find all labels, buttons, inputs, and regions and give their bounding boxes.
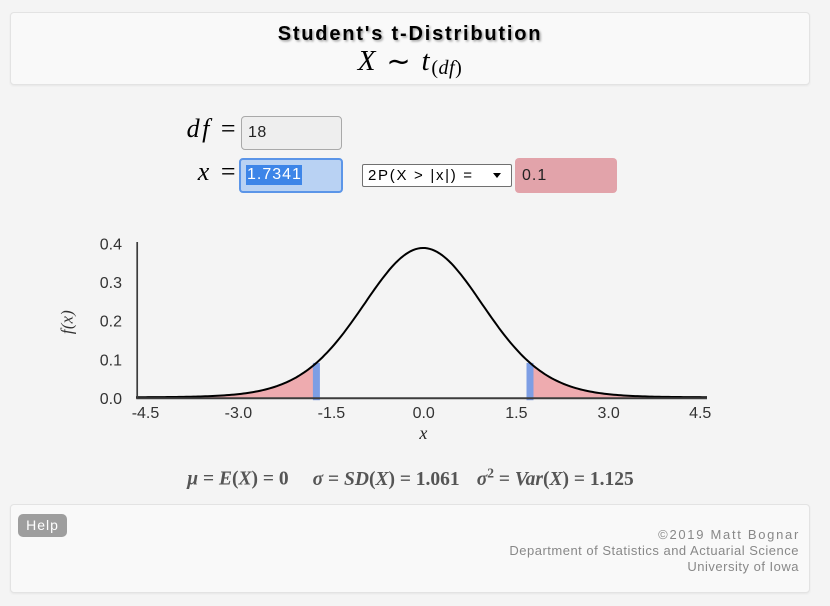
svg-text:4.5: 4.5 — [689, 405, 711, 422]
svg-text:3.0: 3.0 — [597, 405, 619, 422]
svg-text:1.5: 1.5 — [505, 405, 527, 422]
svg-text:0.4: 0.4 — [100, 236, 122, 253]
svg-text:0.3: 0.3 — [100, 275, 122, 292]
svg-text:x: x — [418, 423, 427, 443]
svg-text:-4.5: -4.5 — [132, 405, 160, 422]
svg-text:0.1: 0.1 — [100, 352, 122, 369]
svg-text:f(x): f(x) — [58, 310, 77, 334]
svg-text:-1.5: -1.5 — [318, 405, 346, 422]
svg-text:0.0: 0.0 — [413, 405, 435, 422]
svg-text:0.0: 0.0 — [100, 391, 122, 408]
svg-text:-3.0: -3.0 — [225, 405, 253, 422]
svg-text:0.2: 0.2 — [100, 314, 122, 331]
